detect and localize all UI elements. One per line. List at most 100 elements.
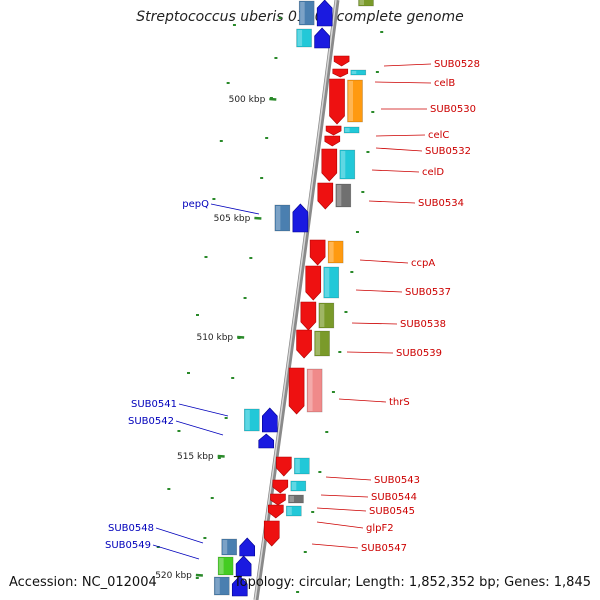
cog-category-bar	[343, 126, 360, 134]
topology-text: Topology: circular; Length: 1,852,352 bp…	[233, 575, 591, 590]
cog-category-shine	[324, 268, 330, 297]
cog-category-shine	[297, 30, 303, 46]
gene-label-forward[interactable]: celC	[428, 130, 449, 141]
forward-gene-arrow[interactable]	[317, 182, 334, 210]
label-leader-line	[316, 507, 367, 512]
reverse-gene-arrow[interactable]	[316, 0, 333, 27]
gene-label-forward[interactable]: SUB0539	[396, 348, 442, 359]
forward-gene-arrow[interactable]	[263, 520, 280, 547]
reverse-gene-arrow[interactable]	[231, 575, 248, 597]
ruler-tick	[269, 97, 277, 101]
label-leader-line	[383, 63, 432, 67]
cog-category-shine	[315, 332, 321, 355]
gene-label-forward[interactable]: SUB0534	[418, 198, 464, 209]
ruler-label: 520 kbp	[155, 571, 192, 581]
gene-label-reverse[interactable]: SUB0541	[131, 399, 177, 410]
cog-category-bar	[347, 79, 363, 123]
reverse-gene-arrow[interactable]	[258, 433, 275, 449]
cog-category-bar	[298, 0, 315, 26]
forward-gene-arrow[interactable]	[267, 504, 284, 519]
reverse-gene-arrow[interactable]	[262, 407, 278, 433]
cog-category-shine	[215, 578, 220, 594]
cog-category-shine	[359, 0, 364, 5]
label-leader-line	[320, 494, 369, 498]
forward-gene-arrow[interactable]	[321, 148, 338, 182]
forward-gene-arrow[interactable]	[324, 135, 341, 147]
cog-category-shine	[300, 2, 305, 24]
cog-category-shine	[348, 81, 354, 121]
cog-category-shine	[329, 242, 334, 262]
forward-gene-arrow[interactable]	[333, 55, 350, 67]
label-leader-line	[368, 200, 416, 204]
forward-gene-arrow[interactable]	[305, 265, 322, 301]
cog-category-bar	[243, 408, 260, 432]
gene-label-forward[interactable]: SUB0528	[434, 59, 480, 70]
cog-category-bar	[288, 494, 304, 504]
gene-label-forward[interactable]: SUB0537	[405, 287, 451, 298]
cog-category-bar	[323, 266, 340, 299]
cog-category-bar	[221, 538, 238, 556]
cog-category-shine	[275, 206, 281, 230]
gene-label-forward[interactable]: SUB0547	[361, 543, 407, 554]
ruler-label: 515 kbp	[177, 452, 214, 462]
reverse-gene-arrow[interactable]	[314, 27, 330, 49]
forward-gene-arrow[interactable]	[329, 78, 345, 125]
label-leader-line	[375, 134, 426, 137]
gene-label-forward[interactable]: ccpA	[411, 258, 435, 269]
gene-label-forward[interactable]: SUB0532	[425, 146, 471, 157]
forward-gene-arrow[interactable]	[288, 367, 305, 415]
gene-label-forward[interactable]: SUB0538	[400, 319, 446, 330]
gene-label-forward[interactable]: celB	[434, 78, 455, 89]
gene-label-forward[interactable]: SUB0530	[430, 104, 476, 115]
reverse-gene-arrow[interactable]	[239, 537, 256, 557]
genome-backbone-highlight	[254, 0, 337, 600]
label-leader-line	[311, 543, 359, 549]
reverse-gene-arrow[interactable]	[235, 555, 252, 577]
cog-category-shine	[351, 71, 357, 74]
genes	[213, 0, 374, 597]
accession-text: Accession: NC_012004	[9, 575, 157, 590]
cog-category-bar	[314, 330, 330, 357]
gene-label-reverse[interactable]: SUB0549	[105, 540, 151, 551]
cog-category-shine	[289, 496, 294, 502]
cog-category-shine	[340, 151, 346, 178]
ruler: 500 kbp 505 kbp 510 kbp 515 kbp 520 kbp	[155, 95, 277, 581]
cog-category-bar	[213, 576, 230, 596]
gene-label-forward[interactable]: glpF2	[366, 523, 394, 534]
label-leader-line	[374, 81, 432, 84]
cog-category-shine	[295, 459, 300, 473]
label-leader-line	[210, 203, 260, 215]
forward-gene-arrow[interactable]	[309, 239, 326, 266]
gene-label-forward[interactable]: SUB0545	[369, 506, 415, 517]
reverse-gene-arrow[interactable]	[292, 203, 309, 233]
cog-category-shine	[319, 304, 325, 327]
gene-label-forward[interactable]: SUB0544	[371, 492, 417, 503]
label-leader-line	[338, 398, 387, 403]
forward-gene-arrow[interactable]	[276, 456, 292, 477]
cog-category-bar	[274, 204, 291, 232]
gene-label-forward[interactable]: SUB0543	[374, 475, 420, 486]
label-leader-line	[316, 521, 364, 529]
cog-category-shine	[219, 558, 224, 574]
ruler-label: 510 kbp	[196, 333, 233, 343]
ruler-label: 500 kbp	[229, 95, 266, 105]
forward-gene-arrow[interactable]	[325, 125, 342, 136]
forward-gene-arrow[interactable]	[296, 329, 312, 359]
forward-gene-arrow[interactable]	[300, 301, 317, 331]
gene-label-reverse[interactable]: SUB0542	[128, 416, 174, 427]
forward-gene-arrow[interactable]	[332, 68, 349, 78]
label-leader-line	[355, 289, 403, 293]
gene-label-forward[interactable]: thrS	[389, 397, 410, 408]
gene-label-forward[interactable]: celD	[422, 167, 444, 178]
forward-gene-arrow[interactable]	[270, 493, 286, 506]
gene-labels: SUB0528 celB SUB0530 celC SUB0532 celD SUB0534…	[105, 59, 480, 560]
gene-label-reverse[interactable]: SUB0548	[108, 523, 154, 534]
cog-category-bar	[339, 149, 356, 180]
gene-label-reverse[interactable]: pepQ	[182, 199, 209, 210]
cog-category-shine	[308, 370, 313, 411]
ruler-tick	[254, 216, 262, 220]
forward-gene-arrow[interactable]	[272, 479, 289, 494]
label-leader-line	[152, 544, 200, 560]
cog-category-shine	[245, 410, 250, 430]
